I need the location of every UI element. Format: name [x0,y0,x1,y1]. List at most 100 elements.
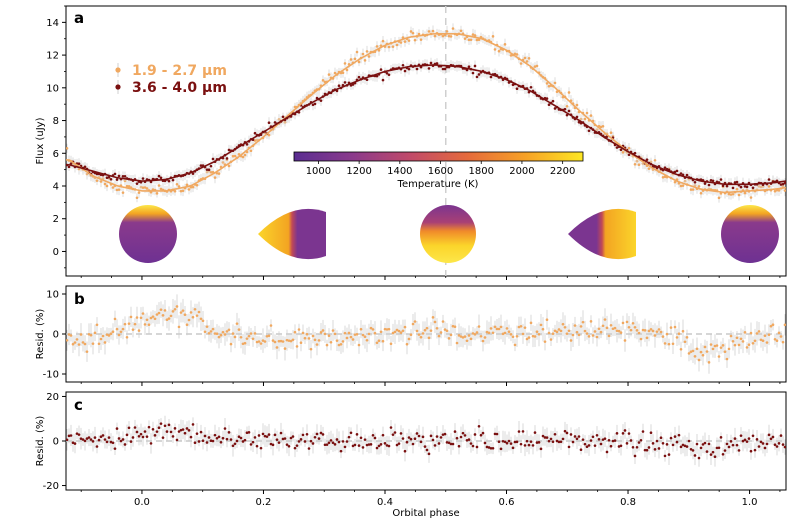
residual-point [721,344,725,347]
residual-point [197,310,201,314]
data-point [547,84,551,88]
residual-point [249,332,253,335]
residual-point [273,433,277,437]
data-point [783,181,786,185]
data-point [475,38,479,42]
residual-point [461,431,465,435]
data-point [509,54,513,57]
data-point [381,78,385,82]
data-point [413,38,417,42]
residual-point [305,432,309,436]
residual-point [511,446,515,450]
residual-point [331,329,335,332]
residual-point [591,435,595,439]
residual-point [179,428,183,432]
residual-point [593,330,597,333]
residual-point [467,334,471,337]
data-point [209,164,213,168]
data-point [527,90,531,94]
residual-point [497,440,501,444]
data-point [321,79,325,82]
residual-point [739,434,743,437]
residual-point [445,441,449,444]
residual-point [529,440,533,443]
residual-point [715,344,719,347]
residual-point [453,325,457,329]
residual-point [321,433,325,436]
residual-point [105,333,109,336]
residual-point [649,327,653,331]
residual-point [625,320,629,324]
data-point [567,109,571,113]
residual-point [587,335,591,338]
residual-point [275,438,279,441]
residual-point [521,430,525,433]
residual-point [237,328,241,331]
data-point [231,154,235,158]
data-point [545,82,549,85]
panel-a-letter: a [74,9,84,27]
residual-point [671,443,675,447]
residual-point [175,438,179,442]
residual-point [741,340,745,343]
data-point [105,176,109,180]
residual-point [347,331,351,335]
data-point [407,39,411,42]
residual-point [687,352,691,355]
data-point [751,186,755,190]
y-tick-label: 14 [46,18,59,29]
residual-point [349,431,353,435]
residual-point [109,332,113,336]
phase-map-1 [721,205,779,263]
residual-point [123,443,127,446]
residual-point [599,442,603,446]
residual-point [153,317,157,321]
data-point [583,117,587,121]
data-point [443,67,447,71]
residual-point [757,330,761,333]
residual-point [567,445,571,449]
residual-point [431,438,435,442]
data-point [267,133,271,137]
data-point [157,184,161,187]
residual-point [379,330,383,334]
residual-point [551,332,555,336]
residual-point [233,442,237,446]
residual-point [543,436,547,439]
residual-point [297,328,301,331]
residual-point [141,435,145,439]
residual-point [677,332,681,336]
residual-point [717,355,721,358]
residual-point [167,423,171,427]
data-point [253,131,257,135]
residual-point [639,438,643,442]
residual-point [701,353,705,357]
data-point [115,188,119,192]
residual-point [227,431,231,434]
data-point [123,175,127,178]
residual-point [335,339,339,342]
residual-point [219,333,223,337]
residual-point [661,335,665,338]
residual-point [663,342,667,345]
data-point [411,31,415,35]
residual-point [657,328,661,331]
residual-point [303,440,307,443]
residual-point [369,443,373,446]
residual-point [707,442,711,446]
residual-point [625,442,629,445]
residual-point [149,442,153,445]
residual-point [577,333,581,337]
data-point [473,34,477,37]
residual-point [391,433,395,436]
residual-point [731,443,735,447]
residual-point [163,424,167,428]
data-point [553,107,557,110]
data-point [121,191,125,194]
residual-point [747,437,751,440]
residual-point [519,324,523,328]
data-point [575,103,579,107]
residual-point [709,453,713,456]
residual-point [745,346,749,349]
data-point [627,153,631,157]
